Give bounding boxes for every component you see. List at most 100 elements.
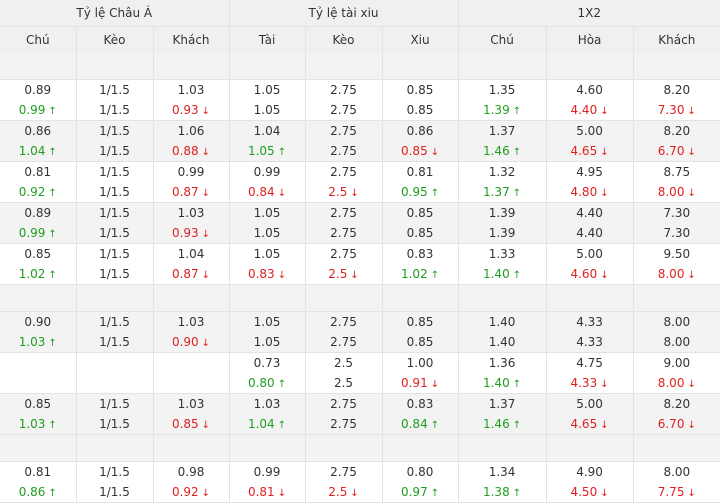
opening-odds: 1.05: [230, 244, 305, 264]
odds-value: 0.81: [247, 485, 275, 499]
arrow-down-icon: ↓: [350, 270, 359, 281]
odds-cell: 2.75 2.75: [305, 120, 383, 162]
odds-cell: 1/1.5 1/1.5: [76, 161, 154, 203]
odds-cell: 2.75 2.5 ↓: [305, 161, 383, 203]
odds-value: 8.00: [657, 267, 685, 281]
opening-odds: 1.03: [154, 394, 229, 414]
odds-value: 0.92: [18, 185, 46, 199]
odds-value: 0.90: [171, 335, 199, 349]
odds-value: 1/1.5: [99, 247, 130, 261]
opening-odds: 4.95: [547, 162, 633, 182]
odds-value: 1/1.5: [99, 267, 130, 281]
odds-value: 1.34: [488, 465, 516, 479]
odds-value: 0.85: [406, 206, 434, 220]
odds-value: 0.99: [253, 165, 281, 179]
odds-cell: 1.35 1.39 ↑: [458, 79, 547, 121]
arrow-up-icon: ↑: [277, 379, 287, 390]
current-odds: 0.80 ↑: [230, 373, 305, 393]
odds-value: 2.75: [330, 83, 357, 97]
column-header-1x2-home: Chú: [458, 26, 547, 53]
arrow-down-icon: ↓: [201, 188, 211, 199]
current-odds: 1.39 ↑: [459, 100, 546, 120]
odds-value: 2.75: [330, 144, 357, 158]
separator-cell: [546, 53, 634, 80]
current-odds: 4.65 ↓: [547, 414, 633, 434]
opening-odds: 2.75: [306, 462, 382, 482]
odds-value: 2.75: [330, 397, 357, 411]
odds-value: 6.70: [657, 417, 685, 431]
group-header-asian: Tỷ lệ Châu Á: [0, 0, 230, 27]
current-odds: 6.70 ↓: [634, 141, 720, 161]
odds-value: 7.30: [657, 103, 685, 117]
odds-value: 0.83: [406, 247, 434, 261]
odds-value: 1.03: [177, 206, 205, 220]
odds-value: 4.90: [576, 465, 603, 479]
opening-odds: 1.00: [383, 353, 458, 373]
odds-value: 0.80: [247, 376, 275, 390]
current-odds: 1.03 ↑: [0, 414, 75, 434]
odds-value: 1.05: [253, 247, 281, 261]
odds-value: 1/1.5: [99, 485, 130, 499]
separator-cell: [458, 434, 547, 462]
opening-odds: 1.03: [154, 203, 229, 223]
separator-cell: [458, 53, 547, 80]
current-odds: 1.05 ↑: [230, 141, 305, 161]
odds-cell: 1.33 1.40 ↑: [458, 243, 547, 285]
arrow-up-icon: ↑: [48, 488, 57, 499]
odds-cell: 2.75 2.5 ↓: [305, 461, 383, 503]
opening-odds: 1.03: [230, 394, 305, 414]
current-odds: 1.02 ↑: [0, 264, 75, 284]
current-odds: 0.95 ↑: [383, 182, 458, 202]
odds-value: 4.33: [570, 376, 598, 390]
odds-value: 4.75: [576, 356, 603, 370]
odds-cell: 0.89 0.99 ↑: [0, 79, 77, 121]
current-odds: 0.87 ↓: [154, 264, 229, 284]
opening-odds: 8.00: [634, 462, 720, 482]
arrow-down-icon: ↓: [600, 488, 609, 499]
odds-value: 2.75: [330, 335, 357, 349]
opening-odds: 0.85: [383, 312, 458, 332]
arrow-up-icon: ↑: [48, 147, 57, 158]
arrow-down-icon: ↓: [201, 147, 211, 158]
odds-row: 0.81 0.86 ↑ 1/1.5 1/1.5 0.98 0.92 ↓ 0.99 0.81 ↓ 2.7…: [0, 461, 720, 503]
odds-value: 0.88: [171, 144, 199, 158]
odds-cell: 2.75 2.75: [305, 311, 383, 353]
odds-cell: 0.89 0.99 ↑: [0, 202, 77, 244]
current-odds: 1.37 ↑: [459, 182, 546, 202]
current-odds: 1.46 ↑: [459, 141, 546, 161]
odds-value: 4.40: [576, 226, 603, 240]
current-odds: 1.40: [459, 332, 546, 352]
opening-odds: 2.75: [306, 203, 382, 223]
current-odds: 0.85 ↓: [154, 414, 229, 434]
current-odds: 2.5: [306, 373, 382, 393]
current-odds: 8.00 ↓: [634, 373, 720, 393]
separator-cell: [76, 284, 154, 312]
odds-cell: 1.34 1.38 ↑: [458, 461, 547, 503]
odds-cell: 0.86 1.04 ↑: [0, 120, 77, 162]
odds-value: 1.03: [177, 315, 205, 329]
odds-cell: 0.81 0.95 ↑: [382, 161, 459, 203]
current-odds: 0.93 ↓: [154, 223, 229, 243]
odds-value: 0.84: [247, 185, 275, 199]
separator-cell: [229, 53, 306, 80]
odds-value: 4.60: [576, 83, 603, 97]
opening-odds: 1.04: [154, 244, 229, 264]
odds-value: 8.00: [663, 315, 691, 329]
odds-value: 0.81: [24, 465, 52, 479]
odds-cell: 0.85 1.03 ↑: [0, 393, 77, 435]
current-odds: 0.97 ↑: [383, 482, 458, 502]
odds-value: 1.06: [177, 124, 205, 138]
odds-cell: 0.99 0.81 ↓: [229, 461, 306, 503]
separator-cell: [305, 284, 383, 312]
current-odds: 8.00 ↓: [634, 264, 720, 284]
current-odds: 0.99 ↑: [0, 100, 75, 120]
odds-value: 1.46: [482, 417, 510, 431]
opening-odds: 0.86: [0, 121, 75, 141]
current-odds: 0.92 ↑: [0, 182, 75, 202]
odds-value: 1/1.5: [99, 335, 130, 349]
current-odds: 1/1.5: [77, 482, 153, 502]
odds-row: 0.86 1.04 ↑ 1/1.5 1/1.5 1.06 0.88 ↓ 1.04 1.05 ↑ 2.7…: [0, 120, 720, 162]
odds-value: 4.40: [570, 103, 598, 117]
arrow-up-icon: ↑: [512, 488, 522, 499]
odds-value: 2.5: [328, 185, 348, 199]
